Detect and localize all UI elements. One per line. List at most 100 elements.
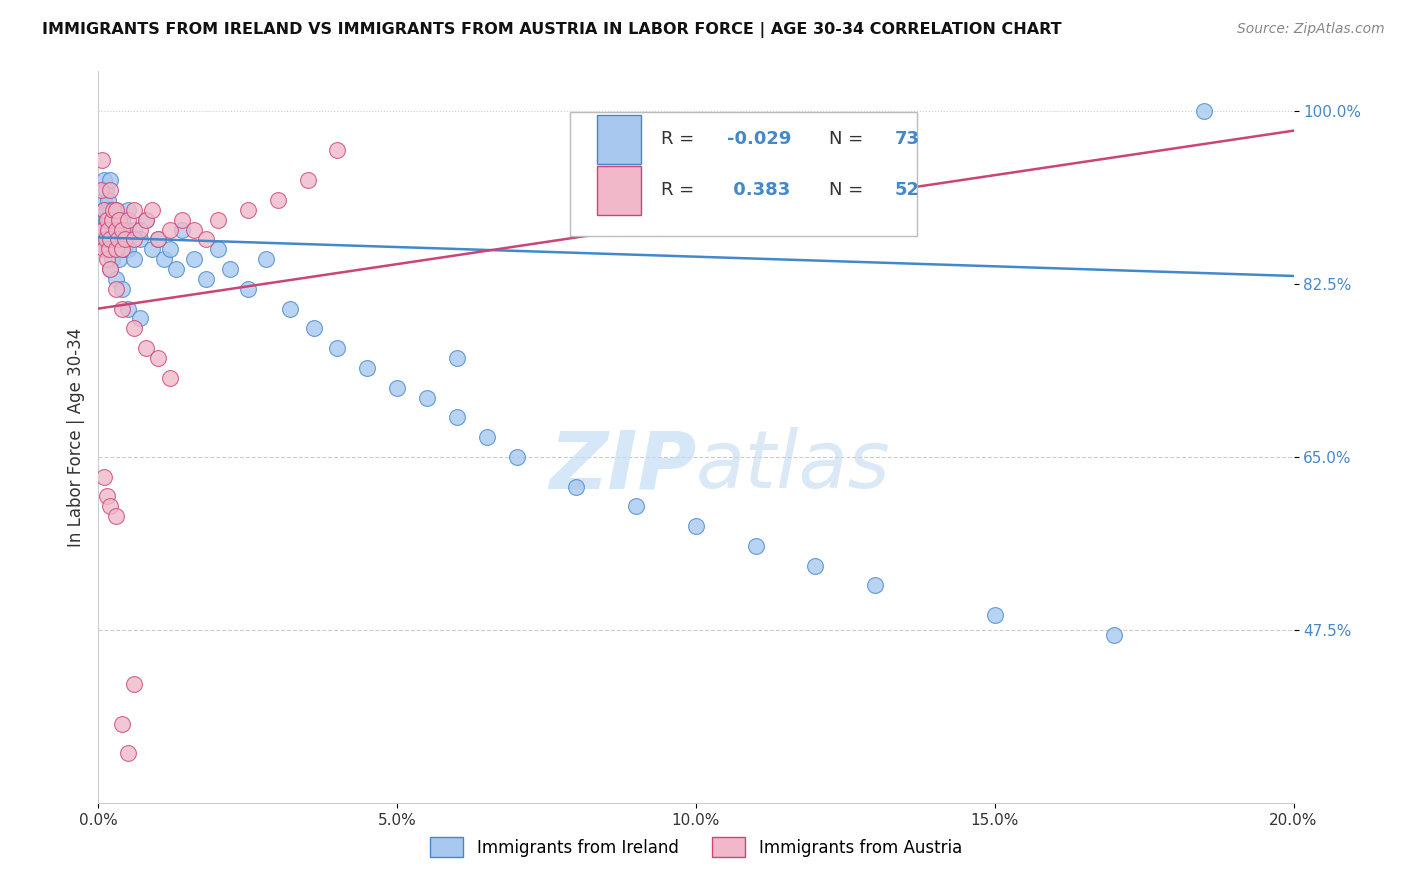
FancyBboxPatch shape: [596, 114, 641, 163]
Point: [124, 232, 146, 246]
Point: [172, 222, 194, 236]
Point: [105, 202, 128, 217]
Point: [98, 173, 122, 187]
Y-axis label: In Labor Force | Age 30-34: In Labor Force | Age 30-34: [66, 327, 84, 547]
Point: [97, 193, 120, 207]
Point: [1104, 628, 1126, 642]
Point: [565, 479, 588, 493]
FancyBboxPatch shape: [571, 112, 917, 235]
Text: 52: 52: [894, 181, 920, 199]
Point: [98, 242, 121, 256]
Text: 73: 73: [894, 130, 920, 148]
Point: [114, 232, 136, 246]
Point: [93, 173, 115, 187]
Point: [94, 232, 117, 246]
Point: [302, 321, 325, 335]
Point: [984, 607, 1007, 622]
Point: [98, 232, 121, 246]
Point: [117, 747, 139, 761]
Point: [865, 578, 887, 592]
Point: [107, 232, 129, 246]
Text: 0.383: 0.383: [727, 181, 790, 199]
Point: [475, 430, 498, 444]
Text: -0.029: -0.029: [727, 130, 792, 148]
Point: [105, 282, 128, 296]
Point: [745, 539, 768, 553]
Point: [356, 360, 378, 375]
Text: N =: N =: [828, 181, 863, 199]
Point: [124, 321, 146, 335]
Point: [112, 242, 135, 256]
Point: [148, 351, 170, 365]
Point: [124, 677, 146, 691]
Point: [124, 252, 146, 267]
Point: [111, 716, 134, 731]
Point: [91, 222, 114, 236]
Point: [165, 262, 187, 277]
Point: [117, 212, 139, 227]
Point: [148, 232, 170, 246]
Point: [108, 212, 131, 227]
Point: [804, 558, 827, 573]
Point: [141, 202, 163, 217]
Point: [129, 222, 152, 236]
Point: [141, 242, 163, 256]
Point: [685, 519, 707, 533]
Point: [278, 301, 301, 316]
Text: IMMIGRANTS FROM IRELAND VS IMMIGRANTS FROM AUSTRIA IN LABOR FORCE | AGE 30-34 CO: IMMIGRANTS FROM IRELAND VS IMMIGRANTS FR…: [42, 22, 1062, 38]
Point: [96, 202, 118, 217]
Point: [105, 222, 128, 236]
Point: [111, 301, 134, 316]
Point: [446, 410, 468, 425]
Point: [219, 262, 242, 277]
Point: [96, 252, 118, 267]
Point: [105, 509, 128, 524]
Point: [326, 341, 349, 355]
Point: [98, 500, 122, 514]
Text: N =: N =: [828, 130, 863, 148]
Point: [107, 232, 129, 246]
Point: [96, 222, 118, 236]
Point: [117, 301, 139, 316]
Point: [111, 282, 134, 296]
FancyBboxPatch shape: [596, 166, 641, 215]
Point: [96, 242, 118, 256]
Point: [124, 222, 146, 236]
Text: ZIP: ZIP: [548, 427, 696, 506]
Point: [98, 242, 122, 256]
Point: [98, 262, 122, 277]
Point: [96, 212, 118, 227]
Point: [446, 351, 468, 365]
Text: atlas: atlas: [696, 427, 891, 506]
Point: [416, 391, 439, 405]
Point: [105, 242, 128, 256]
Point: [236, 202, 259, 217]
Point: [103, 202, 125, 217]
Point: [135, 341, 157, 355]
Point: [626, 500, 648, 514]
Point: [267, 193, 290, 207]
Text: Source: ZipAtlas.com: Source: ZipAtlas.com: [1237, 22, 1385, 37]
Point: [114, 222, 136, 236]
Point: [94, 212, 117, 227]
Point: [135, 212, 157, 227]
Point: [108, 222, 131, 236]
Point: [105, 202, 128, 217]
Point: [105, 242, 128, 256]
Point: [90, 222, 112, 236]
Point: [159, 242, 181, 256]
Point: [195, 232, 218, 246]
Point: [172, 212, 194, 227]
Point: [93, 193, 115, 207]
Point: [385, 381, 409, 395]
Point: [98, 232, 122, 246]
Point: [90, 183, 112, 197]
Point: [297, 173, 319, 187]
Point: [117, 242, 139, 256]
Point: [254, 252, 277, 267]
Point: [1192, 103, 1215, 118]
Text: R =: R =: [661, 130, 695, 148]
Point: [506, 450, 529, 464]
Point: [103, 212, 125, 227]
Point: [183, 252, 205, 267]
